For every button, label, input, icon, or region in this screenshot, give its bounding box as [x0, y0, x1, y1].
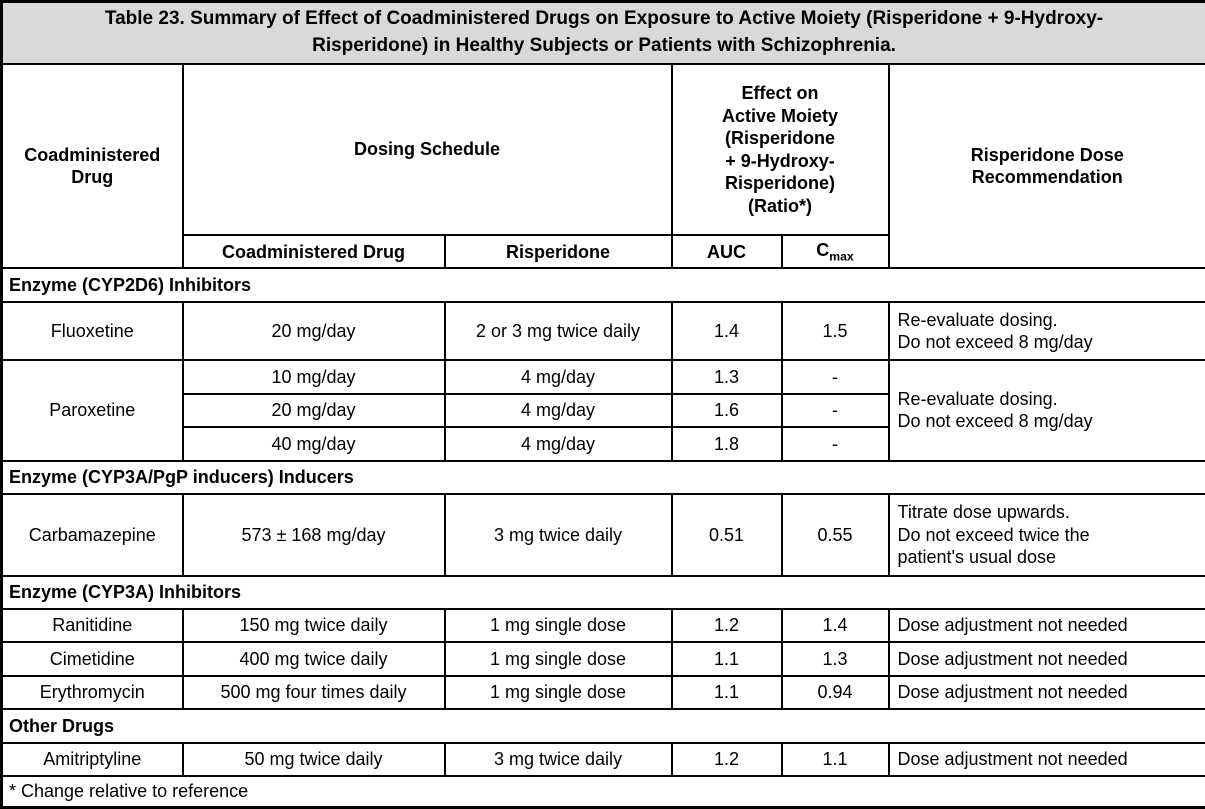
table-row-cimetidine: Cimetidine 400 mg twice daily 1 mg singl… [0, 641, 1205, 677]
cell-risperidone-dose: 1 mg single dose [443, 607, 673, 644]
cell-risperidone-dose: 4 mg/day [443, 359, 673, 395]
subheader-auc: AUC [670, 234, 783, 270]
cell-risperidone-dose: 3 mg twice daily [443, 493, 673, 577]
cmax-label: C [816, 239, 830, 260]
cell-drug-name: Amitriptyline [0, 741, 184, 778]
cell-risperidone-dose: 1 mg single dose [443, 641, 673, 677]
cell-auc-value: 1.6 [670, 392, 783, 429]
cell-auc-value: 1.1 [670, 641, 783, 677]
cell-drug-name: Cimetidine [0, 641, 184, 677]
cell-risperidone-dose: 2 or 3 mg twice daily [443, 300, 673, 362]
cell-drug-name: Ranitidine [0, 607, 184, 644]
cell-recommendation: Dose adjustment not needed [887, 674, 1205, 711]
cell-coadministered-dose: 150 mg twice daily [181, 607, 446, 644]
cell-recommendation: Re-evaluate dosing. Do not exceed 8 mg/d… [887, 359, 1205, 462]
section-header-row: Enzyme (CYP2D6) Inhibitors [0, 267, 1205, 303]
cell-cmax-value: - [780, 359, 890, 395]
table-row-paroxetine-3: 40 mg/day 4 mg/day 1.8 - [2, 426, 1205, 462]
subheader-coadministered-drug: Coadministered Drug [181, 234, 446, 270]
cell-coadministered-dose: 10 mg/day [181, 359, 446, 395]
section-header-row: Other Drugs [0, 708, 1205, 744]
cell-recommendation: Titrate dose upwards. Do not exceed twic… [887, 493, 1205, 577]
cell-auc-value: 1.3 [670, 359, 783, 395]
cell-drug-name: Carbamazepine [0, 493, 184, 577]
table-row-carbamazepine: Carbamazepine 573 ± 168 mg/day 3 mg twic… [0, 493, 1205, 577]
section-label-other-drugs: Other Drugs [0, 708, 1205, 744]
cell-coadministered-dose: 20 mg/day [181, 300, 446, 362]
cell-cmax-value: - [780, 392, 890, 429]
table-row-fluoxetine: Fluoxetine 20 mg/day 2 or 3 mg twice dai… [0, 300, 1205, 362]
cell-cmax-value: - [780, 426, 890, 462]
table-row-paroxetine-1: Paroxetine 10 mg/day 4 mg/day 1.3 - Re-e… [0, 359, 1205, 462]
section-label-cyp2d6-inhibitors: Enzyme (CYP2D6) Inhibitors [0, 267, 1205, 303]
cell-cmax-value: 1.4 [780, 607, 890, 644]
table-row-erythromycin: Erythromycin 500 mg four times daily 1 m… [0, 674, 1205, 711]
cell-auc-value: 1.1 [670, 674, 783, 711]
cell-coadministered-dose: 50 mg twice daily [181, 741, 446, 778]
cell-cmax-value: 1.5 [780, 300, 890, 362]
cell-recommendation: Dose adjustment not needed [887, 741, 1205, 778]
table-row-ranitidine: Ranitidine 150 mg twice daily 1 mg singl… [0, 607, 1205, 644]
cell-risperidone-dose: 1 mg single dose [443, 674, 673, 711]
subheader-risperidone: Risperidone [443, 234, 673, 270]
cell-drug-name: Paroxetine [0, 359, 184, 462]
cell-drug-name: Erythromycin [0, 674, 184, 711]
section-header-row: Enzyme (CYP3A/PgP inducers) Inducers [0, 459, 1205, 496]
cell-cmax-value: 0.94 [780, 674, 890, 711]
cell-recommendation: Re-evaluate dosing. Do not exceed 8 mg/d… [887, 300, 1205, 362]
header-risperidone-dose-recommendation: Risperidone Dose Recommendation [887, 62, 1205, 270]
cell-coadministered-dose: 40 mg/day [181, 426, 446, 462]
title-row: Table 23. Summary of Effect of Coadminis… [0, 0, 1205, 65]
header-effect-on-active-moiety: Effect on Active Moiety (Risperidone + 9… [670, 62, 890, 237]
header-row-main: Coadministered Drug Dosing Schedule Effe… [0, 62, 1205, 270]
cell-cmax-value: 1.3 [780, 641, 890, 677]
table-title: Table 23. Summary of Effect of Coadminis… [0, 0, 1205, 65]
cell-auc-value: 1.4 [670, 300, 783, 362]
cell-auc-value: 1.2 [670, 607, 783, 644]
table-row-paroxetine-2: 20 mg/day 4 mg/day 1.6 - [2, 392, 1205, 429]
cmax-subscript: max [829, 249, 854, 264]
cell-risperidone-dose: 4 mg/day [443, 392, 673, 429]
section-label-cyp3a-inhibitors: Enzyme (CYP3A) Inhibitors [0, 574, 1205, 610]
section-label-cyp3a-inducers: Enzyme (CYP3A/PgP inducers) Inducers [0, 459, 1205, 496]
cell-coadministered-dose: 500 mg four times daily [181, 674, 446, 711]
cell-auc-value: 1.2 [670, 741, 783, 778]
cell-risperidone-dose: 4 mg/day [443, 426, 673, 462]
header-row-sub: Coadministered Drug Risperidone AUC Cmax [2, 234, 1205, 270]
cell-cmax-value: 0.55 [780, 493, 890, 577]
footnote-row: * Change relative to reference [0, 775, 1205, 809]
cell-recommendation: Dose adjustment not needed [887, 607, 1205, 644]
table-footnote: * Change relative to reference [0, 775, 1205, 809]
header-coadministered-drug: Coadministered Drug [0, 62, 184, 270]
subheader-cmax: Cmax [780, 234, 890, 270]
table-row-amitriptyline: Amitriptyline 50 mg twice daily 3 mg twi… [0, 741, 1205, 778]
header-dosing-schedule: Dosing Schedule [181, 62, 673, 237]
cell-coadministered-dose: 400 mg twice daily [181, 641, 446, 677]
cell-auc-value: 1.8 [670, 426, 783, 462]
cell-recommendation: Dose adjustment not needed [887, 641, 1205, 677]
cell-drug-name: Fluoxetine [0, 300, 184, 362]
cell-risperidone-dose: 3 mg twice daily [443, 741, 673, 778]
section-header-row: Enzyme (CYP3A) Inhibitors [0, 574, 1205, 610]
cell-coadministered-dose: 20 mg/day [181, 392, 446, 429]
cell-auc-value: 0.51 [670, 493, 783, 577]
cell-cmax-value: 1.1 [780, 741, 890, 778]
cell-coadministered-dose: 573 ± 168 mg/day [181, 493, 446, 577]
